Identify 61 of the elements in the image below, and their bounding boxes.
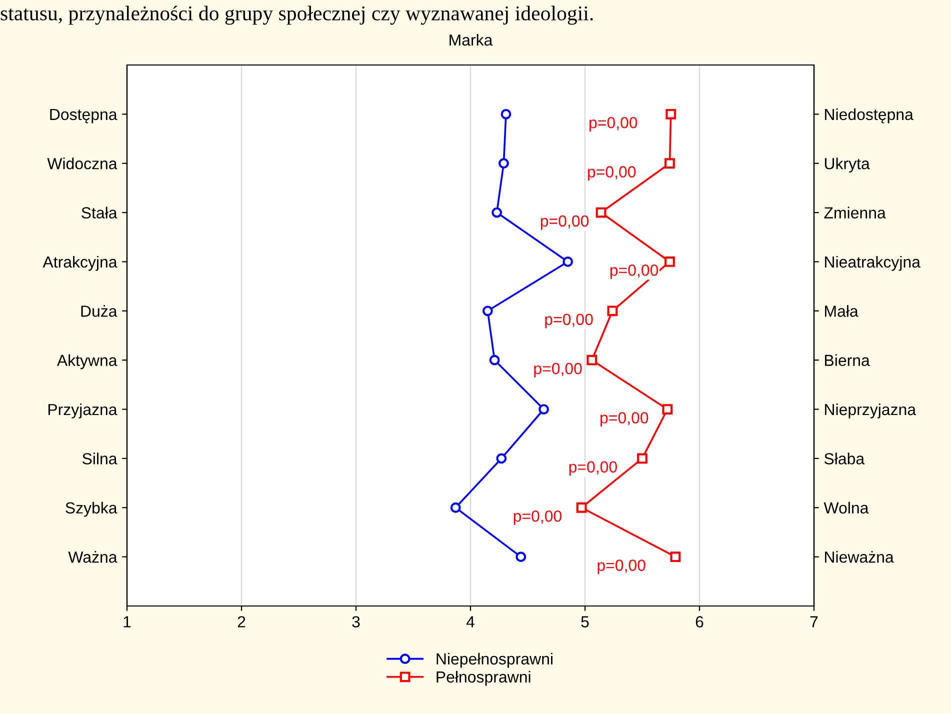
y2-tick-label: Mała	[825, 305, 858, 317]
annotation: p=0,00	[545, 314, 593, 328]
y2-tick-label: Nieważna	[825, 551, 894, 563]
point	[492, 207, 502, 218]
x-tick-label: 3	[352, 616, 360, 628]
y2-tick-label: Zmienna	[824, 206, 886, 218]
point	[562, 256, 574, 267]
x-tick-label: 7	[810, 616, 818, 628]
annotation: p=0,00	[540, 215, 589, 230]
point	[666, 108, 676, 120]
y2-tick-label: Nieatrakcyjna	[825, 256, 920, 271]
point	[450, 502, 461, 513]
point	[576, 502, 587, 513]
point	[596, 207, 606, 218]
y-tick-label: Widoczna	[47, 158, 118, 170]
point	[664, 256, 675, 267]
point	[607, 306, 618, 316]
annotation: p=0,00	[588, 166, 636, 181]
point	[496, 453, 507, 464]
text: statusu, przynależności do grupy społecznej czy wyznawanej ideologii.	[0, 6, 593, 25]
x-tick-label: 1	[124, 616, 131, 628]
annotation: p=0,00	[590, 116, 638, 132]
point	[670, 552, 681, 562]
point	[489, 354, 500, 366]
x-tick-label: 2	[238, 616, 246, 628]
y2-tick-label: Ukryta	[824, 158, 870, 172]
y2-tick-label: Nieprzyjazna	[825, 403, 916, 418]
annotation: p=0,00	[598, 560, 646, 574]
point	[664, 158, 675, 169]
y-tick-label: Przyjazna	[48, 403, 118, 418]
annotation: p=0,00	[610, 264, 658, 280]
y-tick-label: Aktywna	[56, 354, 118, 370]
point	[516, 552, 526, 562]
legend-label: Niepełnosprawni	[436, 652, 552, 668]
y-tick-label: Dostępna	[50, 108, 118, 124]
legend-label: Pełnosprawni	[436, 670, 530, 686]
x-tick-label: 4	[466, 616, 474, 628]
y-tick-label: Silna	[82, 452, 118, 464]
x-tick-label: 6	[696, 616, 704, 628]
point	[586, 354, 598, 366]
point	[637, 453, 648, 464]
y-tick-label: Szybka	[66, 502, 118, 517]
y2-tick-label: Bierna	[825, 354, 870, 366]
chart-title: Marka	[450, 34, 493, 46]
y-tick-label: Duża	[81, 305, 118, 317]
point	[538, 404, 549, 414]
point	[500, 108, 512, 120]
point	[662, 404, 673, 414]
annotation: p=0,00	[600, 412, 648, 427]
y-tick-label: Atrakcyjna	[42, 256, 118, 271]
y-tick-label: Ważna	[68, 551, 118, 563]
point	[498, 158, 509, 169]
y2-tick-label: Wolna	[824, 502, 869, 514]
x-tick-label: 5	[581, 616, 589, 628]
y-tick-label: Stała	[82, 206, 118, 218]
point	[482, 306, 493, 316]
annotation: p=0,00	[569, 461, 617, 476]
y2-tick-label: Niedostępna	[825, 108, 914, 124]
annotation: p=0,00	[534, 362, 582, 378]
y2-tick-label: Słaba	[824, 452, 865, 464]
annotation: p=0,00	[514, 510, 562, 525]
